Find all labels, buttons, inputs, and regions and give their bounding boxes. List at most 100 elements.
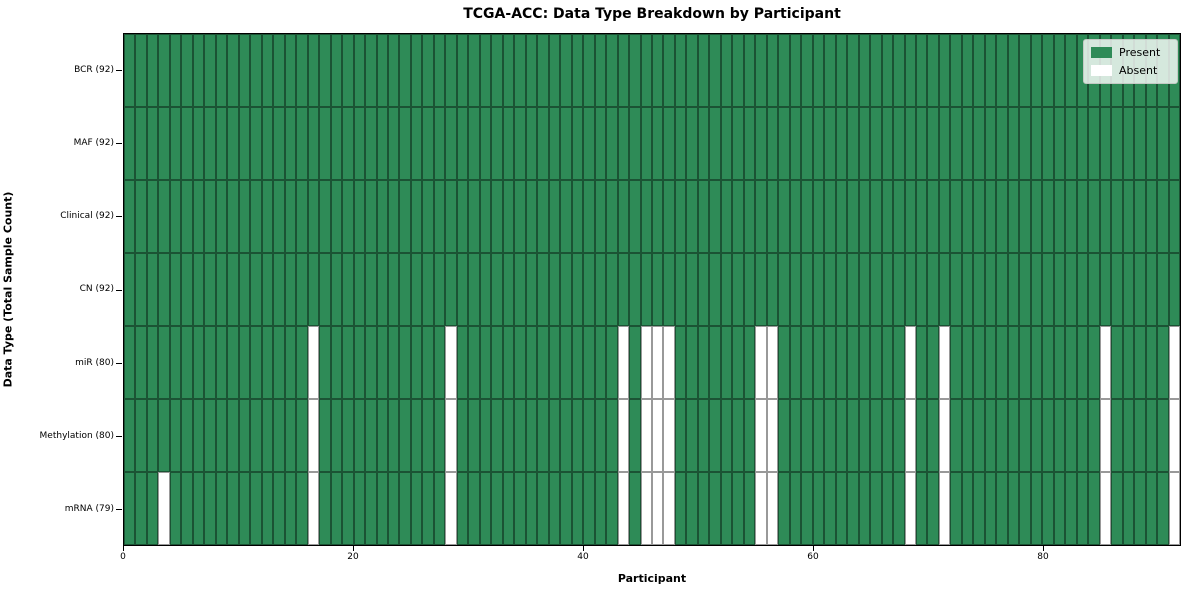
heatmap-cell-BCR-p79 (1030, 34, 1043, 107)
heatmap-cell-Clinical-p1 (135, 180, 147, 253)
heatmap-cell-CN-p76 (996, 253, 1008, 326)
heatmap-cell-Clinical-p2 (146, 180, 159, 253)
heatmap-cell-MAF-p45 (640, 107, 652, 180)
heatmap-cell-BCR-p25 (410, 34, 423, 107)
heatmap-cell-Methylation-p71 (938, 399, 951, 472)
heatmap-cell-BCR-p75 (984, 34, 997, 107)
heatmap-cell-MAF-p56 (766, 107, 779, 180)
heatmap-cell-miR-p3 (158, 326, 170, 399)
heatmap-cell-MAF-p59 (801, 107, 813, 180)
heatmap-cell-CN-p87 (1122, 253, 1135, 326)
heatmap-cell-mRNA-p77 (1007, 472, 1020, 545)
heatmap-cell-Methylation-p81 (1053, 399, 1066, 472)
heatmap-cell-Methylation-p33 (502, 399, 515, 472)
heatmap-cell-miR-p57 (778, 326, 790, 399)
heatmap-cell-MAF-p23 (388, 107, 400, 180)
heatmap-cell-CN-p74 (973, 253, 985, 326)
heatmap-cell-CN-p41 (594, 253, 607, 326)
heatmap-cell-Methylation-p79 (1030, 399, 1043, 472)
x-tick-mark (353, 546, 354, 551)
heatmap-cell-MAF-p78 (1019, 107, 1031, 180)
heatmap-cell-BCR-p45 (640, 34, 652, 107)
heatmap-cell-miR-p54 (743, 326, 756, 399)
heatmap-cell-Methylation-p64 (858, 399, 871, 472)
heatmap-cell-Clinical-p79 (1030, 180, 1043, 253)
heatmap-cell-BCR-p37 (548, 34, 561, 107)
heatmap-cell-mRNA-p80 (1042, 472, 1054, 545)
heatmap-cell-CN-p90 (1157, 253, 1169, 326)
heatmap-cell-MAF-p55 (755, 107, 767, 180)
heatmap-cell-MAF-p38 (560, 107, 572, 180)
heatmap-cell-miR-p2 (146, 326, 159, 399)
heatmap-cell-Clinical-p22 (376, 180, 388, 253)
y-tick-mark (116, 289, 122, 291)
heatmap-cell-BCR-p39 (571, 34, 584, 107)
heatmap-cell-Clinical-p29 (456, 180, 469, 253)
y-tick-label-mir: miR (80) (75, 357, 114, 368)
heatmap-cell-miR-p69 (916, 326, 928, 399)
heatmap-cell-CN-p50 (697, 253, 710, 326)
heatmap-cell-Methylation-p18 (330, 399, 343, 472)
heatmap-cell-MAF-p86 (1111, 107, 1123, 180)
y-tick-label-clinical: Clinical (92) (60, 211, 114, 222)
heatmap-cell-CN-p28 (445, 253, 457, 326)
heatmap-cell-CN-p43 (617, 253, 630, 326)
heatmap-cell-mRNA-p23 (388, 472, 400, 545)
heatmap-cell-Clinical-p87 (1122, 180, 1135, 253)
heatmap-cell-Clinical-p13 (273, 180, 285, 253)
heatmap-cell-MAF-p3 (158, 107, 170, 180)
heatmap-cell-mRNA-p72 (950, 472, 962, 545)
heatmap-cell-Methylation-p1 (135, 399, 147, 472)
heatmap-cell-Methylation-p54 (743, 399, 756, 472)
heatmap-cell-MAF-p24 (399, 107, 411, 180)
x-axis-label: Participant (617, 572, 687, 585)
heatmap-cell-Methylation-p13 (273, 399, 285, 472)
heatmap-cell-mRNA-p32 (491, 472, 503, 545)
heatmap-cell-MAF-p1 (135, 107, 147, 180)
heatmap-cell-MAF-p62 (835, 107, 848, 180)
y-tick-mark (116, 509, 122, 511)
heatmap-cell-Clinical-p72 (950, 180, 962, 253)
heatmap-cell-CN-p11 (250, 253, 262, 326)
heatmap-cell-Methylation-p74 (973, 399, 985, 472)
legend-item-absent: Absent (1091, 64, 1169, 77)
heatmap-cell-BCR-p82 (1065, 34, 1077, 107)
heatmap-cell-Clinical-p25 (410, 180, 423, 253)
heatmap-cell-Clinical-p86 (1111, 180, 1123, 253)
heatmap-cell-Methylation-p91 (1168, 399, 1180, 472)
heatmap-cell-CN-p86 (1111, 253, 1123, 326)
heatmap-cell-Clinical-p7 (204, 180, 216, 253)
heatmap-cell-miR-p13 (273, 326, 285, 399)
heatmap-cell-Clinical-p26 (422, 180, 434, 253)
heatmap-cell-CN-p23 (388, 253, 400, 326)
heatmap-cell-CN-p9 (227, 253, 239, 326)
heatmap-cell-Methylation-p58 (789, 399, 802, 472)
heatmap-cell-Clinical-p75 (984, 180, 997, 253)
heatmap-cell-Clinical-p15 (296, 180, 308, 253)
heatmap-cell-CN-p30 (468, 253, 480, 326)
heatmap-cell-Clinical-p36 (537, 180, 549, 253)
heatmap-cell-mRNA-p62 (835, 472, 848, 545)
heatmap-cell-MAF-p54 (743, 107, 756, 180)
heatmap-cell-Clinical-p61 (824, 180, 836, 253)
heatmap-cell-MAF-p30 (468, 107, 480, 180)
heatmap-cell-Methylation-p57 (778, 399, 790, 472)
heatmap-cell-mRNA-p40 (583, 472, 595, 545)
heatmap-cell-miR-p16 (307, 326, 320, 399)
heatmap-cell-BCR-p31 (479, 34, 492, 107)
heatmap-cell-BCR-p2 (146, 34, 159, 107)
heatmap-cell-Methylation-p47 (663, 399, 675, 472)
heatmap-cell-Clinical-p84 (1088, 180, 1100, 253)
heatmap-cell-miR-p17 (319, 326, 331, 399)
heatmap-cell-miR-p31 (479, 326, 492, 399)
heatmap-cell-CN-p15 (296, 253, 308, 326)
heatmap-cell-mRNA-p26 (422, 472, 434, 545)
heatmap-cell-CN-p2 (146, 253, 159, 326)
heatmap-cell-miR-p73 (961, 326, 974, 399)
heatmap-cell-mRNA-p71 (938, 472, 951, 545)
heatmap-cell-Clinical-p62 (835, 180, 848, 253)
heatmap-cell-Methylation-p25 (410, 399, 423, 472)
y-tick-label-methylation: Methylation (80) (39, 431, 114, 441)
heatmap-cell-Clinical-p53 (732, 180, 744, 253)
heatmap-cell-MAF-p89 (1145, 107, 1158, 180)
